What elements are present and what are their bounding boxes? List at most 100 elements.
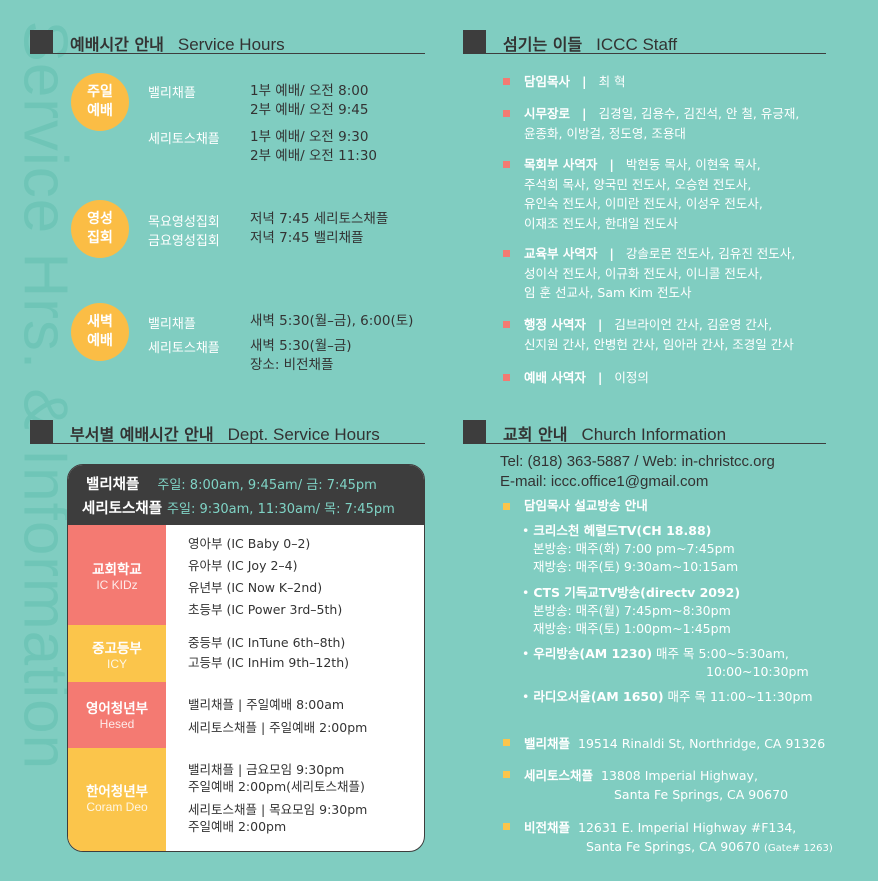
location-item: 비전채플 12631 E. Imperial Highway #F134, San… — [524, 818, 833, 858]
location-item: 세리토스채플 13808 Imperial Highway, Santa Fe S… — [524, 766, 788, 804]
dept-lines: 중등부 (IC InTune 6th–8th) 고등부 (IC InHim 9th… — [188, 635, 350, 670]
email: E-mail: iccc.office1@gmail.com — [500, 473, 709, 490]
location-name: 세리토스채플 — [524, 768, 594, 783]
bullet-square-icon — [503, 161, 510, 168]
broadcast-item: • 라디오서울(AM 1650) 매주 목 11:00~11:30pm — [522, 689, 813, 704]
staff-role: 담임목사 — [524, 74, 571, 89]
staff-role: 교육부 사역자 — [524, 246, 598, 261]
location-address: 12631 E. Imperial Highway #F134, — [578, 820, 797, 835]
staff-role: 시무장로 — [524, 106, 571, 121]
location-name: 밸리채플 — [524, 736, 571, 751]
broadcast-item: • CTS 기독교TV방송(directv 2092) 본방송: 매주(월) 7:… — [522, 585, 741, 636]
location-item: 밸리채플 19514 Rinaldi St, Northridge, CA 91… — [524, 734, 825, 753]
contact-info: Tel: (818) 363-5887 / Web: in-christcc.o… — [500, 452, 775, 492]
dept-lines: 영아부 (IC Baby 0–2) 유아부 (IC Joy 2–4) 유년부 (IC… — [188, 536, 343, 617]
badge-dawn-worship: 새벽 예배 — [71, 303, 129, 361]
chapel-times: 주일: 8:00am, 9:45am/ 금: 7:45pm — [157, 478, 377, 493]
location-name: 비전채플 — [524, 820, 571, 835]
badge-spiritual-gathering: 영성 집회 — [71, 200, 129, 258]
chapel-name: 밸리채플 — [86, 477, 140, 493]
staff-names: 신지원 간사, 안병헌 간사, 임아라 간사, 조경일 간사 — [524, 336, 794, 352]
separator: | — [582, 106, 587, 121]
broadcast-schedule: 매주 목 11:00~11:30pm — [667, 689, 813, 704]
chapel-label: 세리토스채플 — [148, 341, 220, 356]
location-address: 19514 Rinaldi St, Northridge, CA 91326 — [578, 736, 826, 751]
bullet-square-icon — [503, 771, 510, 778]
service-time: 저녁 7:45 세리토스채플 — [250, 211, 389, 227]
badge-sunday-worship: 주일 예배 — [71, 73, 129, 131]
service-hours-header: 예배시간 안내 Service Hours — [30, 30, 425, 54]
broadcast-item: • 크리스천 헤럴드TV(CH 18.88) 본방송: 매주(화) 7:00 pm… — [522, 523, 739, 574]
broadcast-title: 담임목사 설교방송 안내 — [524, 498, 648, 513]
staff-item: 교육부 사역자 | 강솔로몬 전도사, 김유진 전도사, 성이삭 전도사, 이규화… — [524, 244, 795, 303]
staff-role: 예배 사역자 — [524, 370, 586, 385]
service-time: 저녁 7:45 밸리채플 — [250, 230, 364, 246]
broadcast-name: 우리방송(AM 1230) — [533, 646, 653, 661]
broadcast-schedule: 매주 목 5:00~5:30am, — [656, 646, 789, 661]
location-address: 13808 Imperial Highway, — [601, 768, 758, 783]
bullet-square-icon — [503, 503, 510, 510]
header-square-icon — [463, 30, 486, 53]
bullet-square-icon — [503, 374, 510, 381]
service-time: 새벽 5:30(월–금) 장소: 비전채플 — [250, 338, 352, 373]
staff-item: 목회부 사역자 | 박현동 목사, 이현욱 목사, 주석희 목사, 양국민 전도사… — [524, 155, 763, 233]
separator: | — [609, 246, 614, 261]
separator: | — [582, 74, 587, 89]
bullet-square-icon — [503, 250, 510, 257]
location-address: Santa Fe Springs, CA 90670 — [586, 839, 761, 854]
service-time: 1부 예배/ 오전 8:00 2부 예배/ 오전 9:45 — [250, 83, 369, 118]
broadcast-item: • 우리방송(AM 1230) 매주 목 5:00~5:30am, 10:00~1… — [522, 646, 809, 679]
separator: | — [597, 370, 603, 385]
separator: | — [609, 157, 614, 172]
broadcast-schedule: 재방송: 매주(토) 9:30am~10:15am — [533, 559, 739, 574]
dept-header: 부서별 예배시간 안내 Dept. Service Hours — [30, 420, 425, 444]
broadcast-schedule: 본방송: 매주(화) 7:00 pm~7:45pm — [533, 541, 735, 556]
location-address: Santa Fe Springs, CA 90670 — [614, 787, 789, 802]
chapel-times: 주일: 9:30am, 11:30am/ 목: 7:45pm — [167, 502, 395, 517]
dept-lines: 밸리채플 | 금요모임 9:30pm 주일예배 2:00pm(세리토스채플) 세리토… — [188, 762, 368, 834]
dept-hours-table: 밸리채플 주일: 8:00am, 9:45am/ 금: 7:45pm 세리토스채플… — [67, 464, 425, 852]
gathering-label: 금요영성집회 — [148, 234, 220, 249]
broadcast-schedule: 재방송: 매주(토) 1:00pm~1:45pm — [533, 621, 731, 636]
staff-names: 윤종화, 이방걸, 정도영, 조용대 — [524, 125, 686, 141]
chapel-label: 세리토스채플 — [148, 132, 220, 147]
broadcast-name: 라디오서울(AM 1650) — [533, 689, 664, 704]
service-hours-title: 예배시간 안내 Service Hours — [70, 35, 285, 54]
service-time: 1부 예배/ 오전 9:30 2부 예배/ 오전 11:30 — [250, 129, 378, 164]
staff-names: 주석희 목사, 양국민 전도사, 오승현 전도사, — [524, 176, 752, 192]
service-time: 새벽 5:30(월–금), 6:00(토) — [250, 313, 414, 329]
dept-title: 부서별 예배시간 안내 Dept. Service Hours — [70, 425, 380, 444]
staff-names: 박현동 목사, 이현욱 목사, — [625, 157, 761, 172]
staff-role: 목회부 사역자 — [524, 157, 598, 172]
bullet-square-icon — [503, 321, 510, 328]
staff-names: 강솔로몬 전도사, 김유진 전도사, — [625, 246, 796, 261]
dept-ic-kidz: 교회학교 IC KIDz — [68, 525, 166, 625]
staff-names: 이정의 — [614, 370, 649, 385]
staff-names: 성이삭 전도사, 이규화 전도사, 이니콜 전도사, — [524, 265, 763, 281]
bullet-square-icon — [503, 739, 510, 746]
header-square-icon — [30, 420, 53, 443]
gathering-label: 목요영성집회 — [148, 215, 220, 230]
chapel-label: 밸리채플 — [148, 86, 196, 101]
staff-item: 예배 사역자 | 이정의 — [524, 368, 649, 388]
bullet-square-icon — [503, 110, 510, 117]
broadcast-name: CTS 기독교TV방송(directv 2092) — [533, 585, 741, 600]
dept-lines: 밸리채플 | 주일예배 8:00am 세리토스채플 | 주일예배 2:00pm — [188, 697, 368, 735]
header-square-icon — [463, 420, 486, 443]
bullet-square-icon — [503, 78, 510, 85]
broadcast-schedule: 10:00~10:30pm — [706, 664, 809, 679]
staff-title: 섬기는 이들 ICCC Staff — [503, 35, 678, 54]
staff-role: 행정 사역자 — [524, 317, 586, 332]
dept-icy: 중고등부 ICY — [68, 625, 166, 682]
header-square-icon — [30, 30, 53, 53]
staff-header: 섬기는 이들 ICCC Staff — [463, 30, 826, 54]
staff-names: 김브라이언 간사, 김윤영 간사, — [614, 317, 773, 332]
broadcast-schedule: 본방송: 매주(월) 7:45pm~8:30pm — [533, 603, 731, 618]
staff-item: 행정 사역자 | 김브라이언 간사, 김윤영 간사, 신지원 간사, 안병헌 간사… — [524, 315, 794, 354]
gate-note: (Gate# 1263) — [764, 843, 833, 854]
staff-names: 유인숙 전도사, 이미란 전도사, 이성우 전도사, — [524, 196, 763, 211]
staff-names: 김경일, 김용수, 김진석, 안 철, 유긍재, — [598, 106, 800, 121]
separator: | — [597, 317, 603, 332]
church-info-header: 교회 안내 Church Information — [463, 420, 826, 444]
broadcast-name: 크리스천 헤럴드TV(CH 18.88) — [533, 523, 712, 538]
